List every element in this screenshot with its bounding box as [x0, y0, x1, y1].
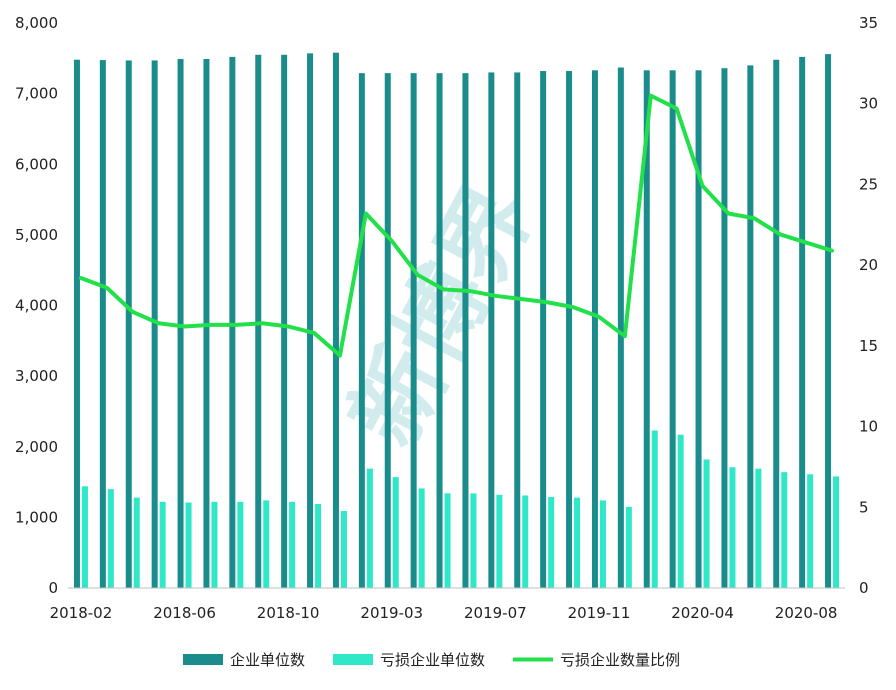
bar-enterprise-6	[229, 56, 236, 588]
bars-layer	[73, 52, 840, 589]
x-tick-label-5: 2019-11	[568, 604, 631, 622]
bar-loss-21	[625, 506, 632, 588]
x-tick-label-3: 2019-03	[360, 604, 423, 622]
y2-tick-label-6: 30	[859, 95, 878, 113]
bar-enterprise-13	[410, 73, 417, 588]
y-tick-label-4: 4,000	[15, 297, 58, 315]
bar-loss-8	[289, 501, 296, 588]
bar-enterprise-18	[540, 71, 547, 588]
y-tick-label-7: 7,000	[15, 85, 58, 103]
bar-loss-1	[107, 489, 114, 589]
bar-enterprise-7	[255, 54, 262, 588]
y2-tick-label-5: 25	[859, 175, 878, 193]
bar-enterprise-10	[332, 52, 339, 589]
bar-enterprise-8	[281, 54, 288, 588]
y-tick-label-3: 3,000	[15, 367, 58, 385]
bar-loss-18	[548, 496, 555, 588]
bar-enterprise-1	[99, 60, 106, 588]
x-tick-label-1: 2018-06	[153, 604, 216, 622]
bar-loss-6	[237, 501, 244, 588]
bar-enterprise-12	[384, 73, 391, 588]
bar-loss-2	[133, 497, 140, 588]
bar-enterprise-0	[73, 59, 80, 589]
x-tick-label-0: 2018-02	[50, 604, 113, 622]
bar-enterprise-11	[358, 73, 365, 588]
bar-enterprise-2	[125, 60, 132, 589]
bar-loss-9	[315, 503, 322, 588]
x-tick-label-2: 2018-10	[257, 604, 320, 622]
bar-loss-17	[522, 495, 529, 588]
bar-loss-16	[496, 494, 503, 588]
bar-loss-5	[211, 501, 218, 588]
y2-tick-label-0: 0	[859, 579, 869, 597]
bar-loss-19	[574, 497, 581, 588]
legend: 企业单位数 亏损企业单位数 亏损企业数量比例	[183, 651, 680, 669]
bar-enterprise-19	[566, 71, 573, 588]
bar-loss-27	[781, 472, 788, 588]
legend-swatch-0	[183, 654, 223, 665]
line-loss-ratio	[78, 93, 835, 358]
bar-enterprise-23	[669, 70, 676, 588]
y-tick-label-8: 8,000	[15, 14, 58, 32]
bar-enterprise-3	[151, 60, 158, 589]
y-tick-label-6: 6,000	[15, 155, 58, 173]
x-tick-label-4: 2019-07	[464, 604, 527, 622]
y-tick-label-2: 2,000	[15, 438, 58, 456]
y2-tick-label-3: 15	[859, 337, 878, 355]
bar-loss-4	[185, 502, 192, 588]
bar-enterprise-16	[488, 72, 495, 588]
legend-label-0: 企业单位数	[230, 651, 305, 669]
y2-tick-label-4: 20	[859, 256, 878, 274]
bar-loss-25	[729, 467, 736, 588]
bar-loss-22	[651, 430, 658, 588]
bar-enterprise-24	[695, 70, 702, 588]
y-tick-label-1: 1,000	[15, 508, 58, 526]
bar-loss-28	[807, 474, 814, 588]
bar-enterprise-27	[773, 59, 780, 589]
bar-enterprise-21	[617, 67, 624, 589]
bar-loss-23	[677, 434, 684, 588]
x-axis: 2018-02 2018-06 2018-10 2019-03 2019-07 2019-…	[50, 604, 838, 622]
legend-label-1: 亏损企业单位数	[380, 651, 485, 669]
bar-enterprise-22	[643, 70, 650, 588]
bar-enterprise-17	[514, 72, 521, 588]
bar-loss-11	[366, 468, 373, 588]
bar-enterprise-28	[799, 56, 806, 588]
bar-enterprise-15	[462, 73, 469, 588]
bar-loss-10	[340, 511, 347, 588]
bar-enterprise-25	[721, 68, 728, 588]
x-tick-label-7: 2020-08	[775, 604, 838, 622]
bar-loss-15	[470, 493, 477, 588]
bar-loss-24	[703, 459, 710, 588]
y-tick-label-0: 0	[48, 579, 58, 597]
y-axis-left: 0 1,000 2,000 3,000 4,000 5,000 6,000 7,000 8,00…	[15, 14, 58, 597]
bar-loss-13	[418, 488, 425, 588]
bar-loss-3	[159, 501, 166, 588]
bar-loss-14	[444, 493, 451, 588]
bar-loss-26	[755, 468, 762, 588]
line-layer	[78, 93, 835, 358]
bar-enterprise-29	[825, 54, 832, 588]
bar-loss-20	[599, 500, 606, 588]
bar-loss-7	[263, 500, 270, 588]
y2-tick-label-2: 10	[859, 418, 878, 436]
y-axis-right: 0 5 10 15 20 25 30 35	[859, 14, 878, 597]
bar-loss-12	[392, 477, 399, 588]
bar-enterprise-4	[177, 59, 184, 588]
y2-tick-label-1: 5	[859, 498, 869, 516]
bar-enterprise-26	[747, 65, 754, 589]
legend-label-2: 亏损企业数量比例	[560, 651, 680, 669]
y2-tick-label-7: 35	[859, 14, 878, 32]
y-tick-label-5: 5,000	[15, 226, 58, 244]
x-tick-label-6: 2020-04	[671, 604, 734, 622]
bar-enterprise-20	[591, 70, 598, 588]
bar-loss-0	[81, 486, 88, 588]
legend-swatch-1	[333, 654, 373, 665]
bar-loss-29	[833, 476, 840, 588]
bar-enterprise-9	[307, 53, 314, 589]
bar-enterprise-14	[436, 73, 443, 588]
